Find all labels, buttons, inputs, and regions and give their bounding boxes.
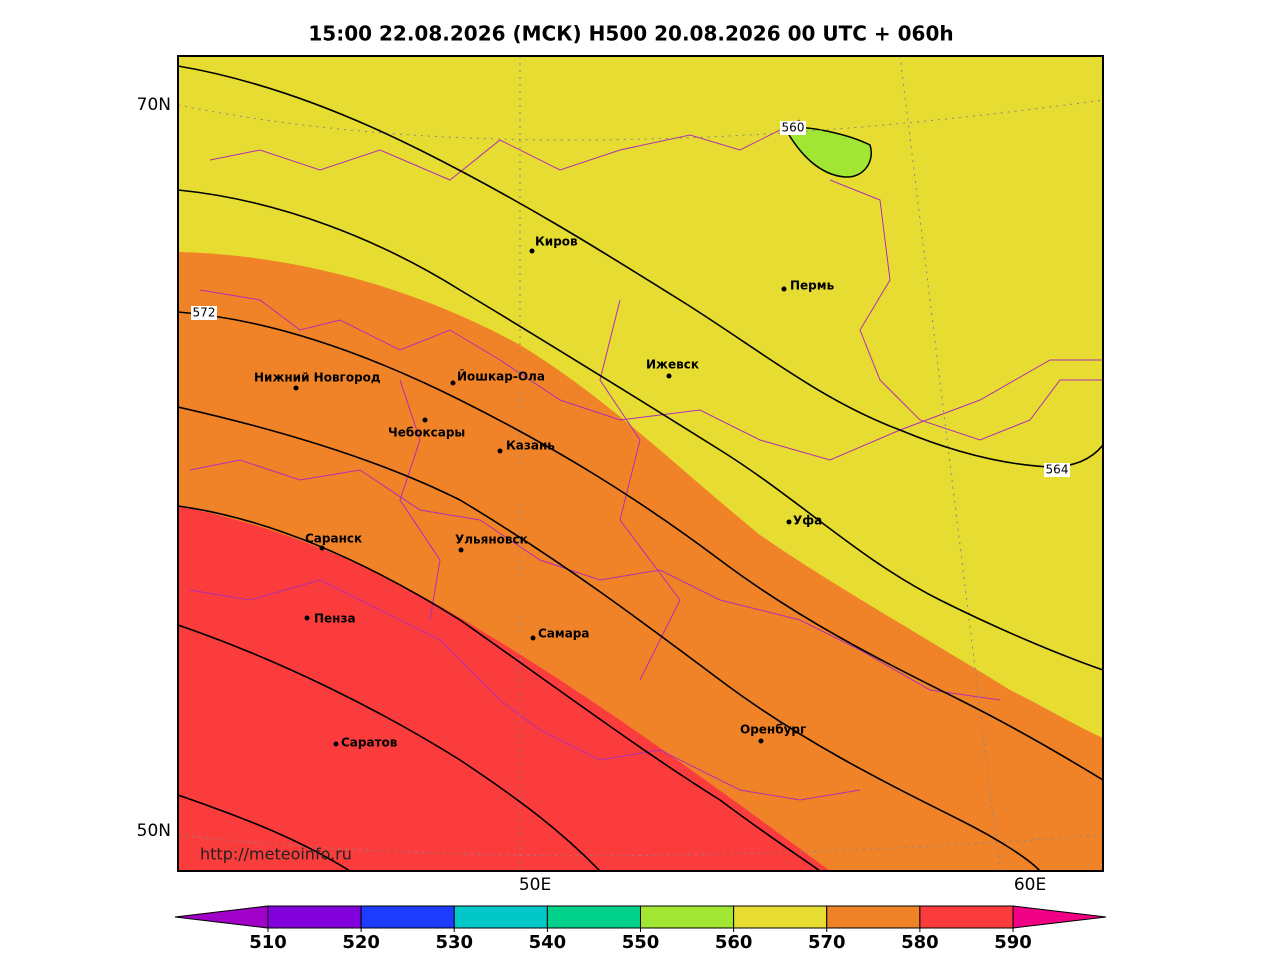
city-label: Самара [538, 627, 590, 641]
city-dot [758, 738, 764, 744]
colorbar-segment [733, 905, 828, 929]
city-label: Казань [506, 439, 555, 453]
lat-label: 50N [137, 821, 171, 841]
city-dot [497, 448, 503, 454]
colorbar-tick-label: 540 [529, 932, 567, 953]
city-dot [450, 380, 456, 386]
borders [189, 119, 1103, 801]
contour-label-bg [780, 121, 806, 135]
title: 15:00 22.08.2026 (МСК) H500 20.08.2026 0… [308, 22, 953, 46]
contours [178, 65, 1103, 871]
city-label: Киров [535, 235, 578, 249]
city-label: Оренбург [740, 723, 806, 737]
colorbar-tick-label: 570 [808, 932, 846, 953]
map-area [178, 56, 1103, 871]
colorbar-segment [453, 905, 548, 929]
contour-label: 560 [782, 121, 805, 135]
colorbar-tick-label: 550 [622, 932, 660, 953]
city-label: Саратов [341, 736, 398, 750]
colorbar-tick-label: 580 [901, 932, 939, 953]
city-dot [293, 385, 299, 391]
city-dot [529, 248, 535, 254]
city-label: Ижевск [646, 358, 699, 372]
map-frame [177, 55, 1104, 872]
contour-label-bg [191, 306, 217, 320]
field-590 [178, 506, 830, 871]
graticule [178, 56, 1103, 871]
colorbar-segment [640, 905, 735, 929]
colorbar-tick-label: 590 [994, 932, 1032, 953]
city-label: Уфа [793, 514, 822, 528]
city-dot [333, 741, 339, 747]
colorbar-tick-label: 530 [435, 932, 473, 953]
city-label: Ульяновск [455, 533, 528, 547]
city-dot [458, 547, 464, 553]
colorbar-tick-label: 560 [715, 932, 753, 953]
lon-label: 50E [519, 875, 551, 895]
colorbar-tick-label: 510 [249, 932, 287, 953]
city-label: Йошкар-Ола [457, 369, 545, 384]
city-dot [304, 615, 310, 621]
contour-label: 572 [193, 306, 216, 320]
colorbar-segment [919, 905, 1014, 929]
city-dot [319, 545, 325, 551]
city-label: Пермь [790, 279, 835, 293]
lon-label: 60E [1014, 875, 1046, 895]
colorbar-tick-label: 520 [342, 932, 380, 953]
city-label: Нижний Новгород [254, 371, 381, 385]
city-dot [781, 286, 787, 292]
colorbar-segment [360, 905, 455, 929]
city-label: Саранск [305, 532, 362, 546]
colorbar-segment [267, 905, 362, 929]
colorbar-extension [1012, 905, 1107, 929]
field-560 [783, 126, 872, 178]
colorbar-extension [174, 905, 269, 929]
city-label: Пенза [314, 612, 356, 626]
colorbar-segment [826, 905, 921, 929]
contour-label-bg [1044, 463, 1070, 477]
colorbar-segment [546, 905, 641, 929]
contour-label: 564 [1046, 463, 1069, 477]
source-url: http://meteoinfo.ru [200, 845, 352, 864]
city-dot [666, 373, 672, 379]
city-dot [786, 519, 792, 525]
city-dot [422, 417, 428, 423]
city-label: Чебоксары [388, 426, 465, 440]
city-dot [530, 635, 536, 641]
lat-label: 70N [137, 95, 171, 115]
